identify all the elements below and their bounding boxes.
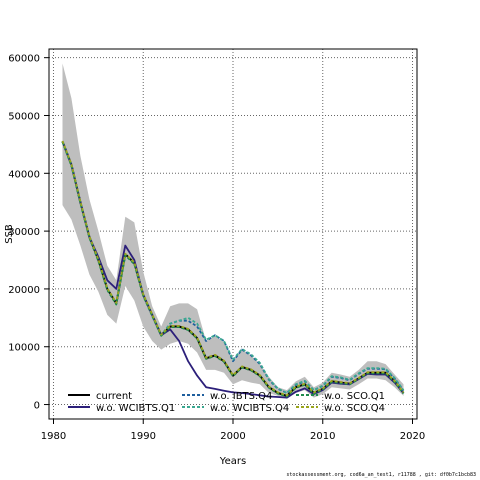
confidence-band — [62, 63, 404, 399]
legend-label-w-o-ibts-q4: w.o. IBTS.Q4 — [210, 391, 272, 402]
x-tick-label: 2000 — [220, 431, 245, 442]
series-line-w-o-sco-q1 — [61, 141, 405, 398]
y-axis-title: SSB — [4, 224, 15, 244]
y-tick-label: 50000 — [8, 111, 40, 122]
uncertainty-band — [62, 63, 404, 399]
x-tick-label: 2020 — [400, 431, 425, 442]
y-tick-label: 20000 — [8, 285, 40, 296]
footer-caption: stockassessment.org, cod6a_an_test1, r11… — [286, 472, 476, 478]
series-line-w-o-wcibts-q4 — [61, 141, 405, 394]
series-line-w-o-sco-q4 — [61, 140, 405, 397]
x-axis: 1980 1990 2000 2010 2020 — [41, 419, 425, 442]
series-lines — [61, 140, 405, 399]
y-tick-label: 10000 — [8, 343, 40, 354]
x-tick-label: 1980 — [41, 431, 66, 442]
y-axis: 0 10000 20000 30000 40000 50000 60000 — [8, 54, 49, 412]
legend-label-w-o-sco-q4: w.o. SCO.Q4 — [324, 403, 385, 414]
x-tick-label: 1990 — [131, 431, 156, 442]
x-axis-title: Years — [219, 456, 246, 467]
x-tick-label: 2010 — [310, 431, 335, 442]
y-tick-label: 60000 — [8, 54, 40, 65]
legend-label-w-o-sco-q1: w.o. SCO.Q1 — [324, 391, 385, 402]
y-tick-label: 0 — [34, 401, 40, 412]
legend-label-w-o-wcibts-q4: w.o. WCIBTS.Q4 — [210, 403, 289, 414]
y-tick-label: 40000 — [8, 169, 40, 180]
y-tick-label: 30000 — [8, 227, 40, 238]
gridlines — [49, 49, 417, 419]
legend-label-current: current — [96, 391, 132, 402]
legend-label-w-o-wcibts-q1: w.o. WCIBTS.Q1 — [96, 403, 175, 414]
